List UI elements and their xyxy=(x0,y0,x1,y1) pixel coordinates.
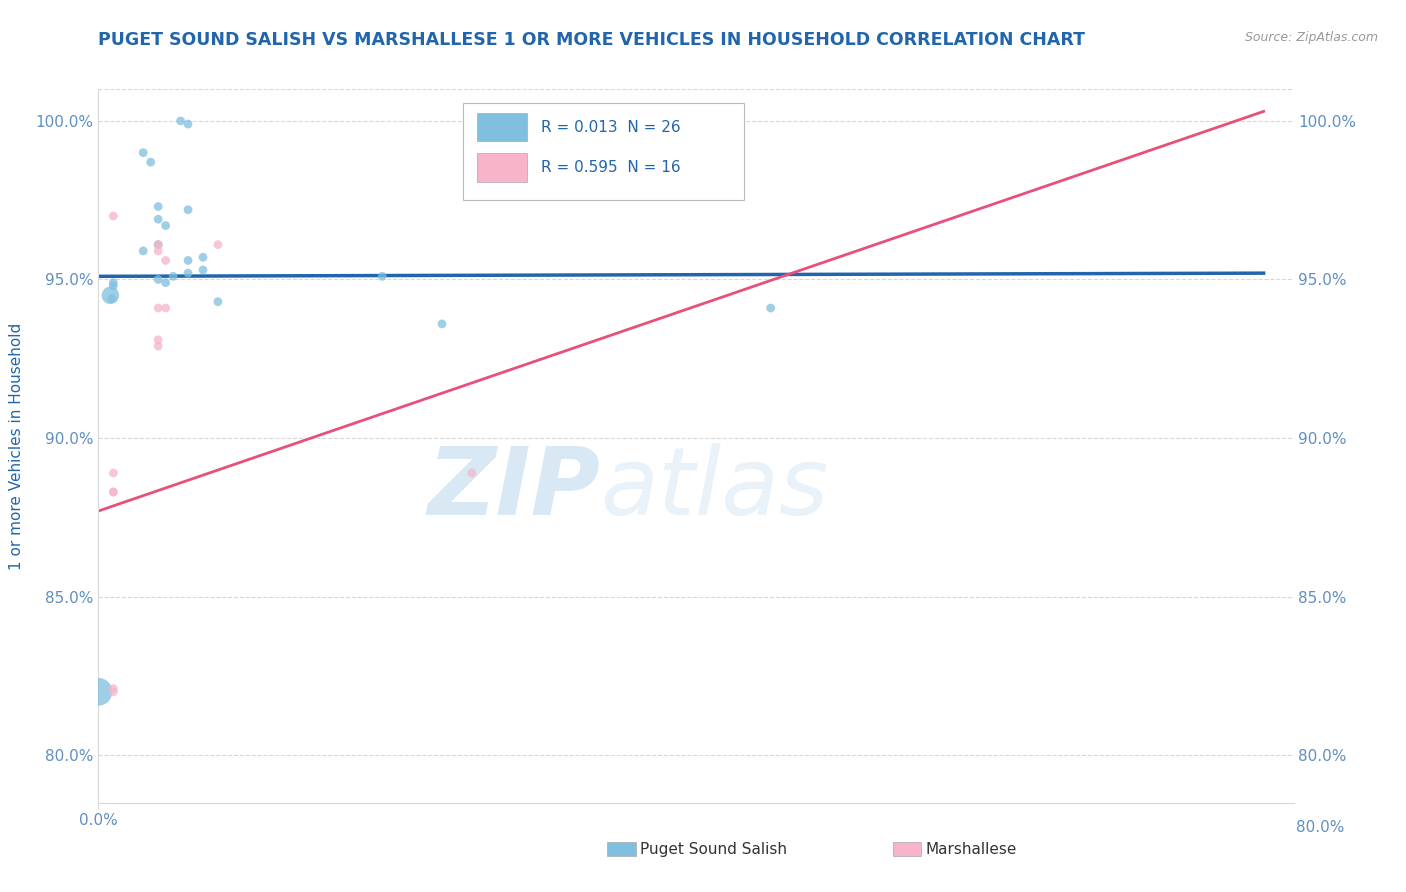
Point xyxy=(207,294,229,309)
Text: R = 0.013  N = 26: R = 0.013 N = 26 xyxy=(540,120,681,135)
Text: R = 0.595  N = 16: R = 0.595 N = 16 xyxy=(540,161,681,175)
Text: 80.0%: 80.0% xyxy=(1296,821,1344,835)
Point xyxy=(139,155,162,169)
Point xyxy=(148,272,170,286)
FancyBboxPatch shape xyxy=(477,153,527,182)
Point xyxy=(155,276,177,290)
Point xyxy=(103,681,125,696)
Point xyxy=(148,301,170,315)
Point xyxy=(177,266,200,280)
FancyBboxPatch shape xyxy=(893,842,921,856)
FancyBboxPatch shape xyxy=(463,103,744,200)
Point xyxy=(461,466,484,480)
Point xyxy=(177,117,200,131)
Point xyxy=(103,466,125,480)
Point xyxy=(430,317,453,331)
FancyBboxPatch shape xyxy=(477,112,527,141)
Point xyxy=(148,200,170,214)
Point xyxy=(103,485,125,500)
Point xyxy=(132,244,155,258)
Text: ZIP: ZIP xyxy=(427,442,600,535)
FancyBboxPatch shape xyxy=(607,842,636,856)
Point xyxy=(207,237,229,252)
Point xyxy=(103,276,125,290)
Point xyxy=(148,244,170,258)
Text: Puget Sound Salish: Puget Sound Salish xyxy=(640,842,787,856)
Point xyxy=(685,114,707,128)
Point xyxy=(132,145,155,160)
Text: PUGET SOUND SALISH VS MARSHALLESE 1 OR MORE VEHICLES IN HOUSEHOLD CORRELATION CH: PUGET SOUND SALISH VS MARSHALLESE 1 OR M… xyxy=(98,31,1085,49)
Point xyxy=(103,209,125,223)
Y-axis label: 1 or more Vehicles in Household: 1 or more Vehicles in Household xyxy=(10,322,24,570)
Point xyxy=(155,301,177,315)
Point xyxy=(148,237,170,252)
Point xyxy=(155,253,177,268)
Text: Source: ZipAtlas.com: Source: ZipAtlas.com xyxy=(1244,31,1378,45)
Point xyxy=(177,253,200,268)
Point xyxy=(177,202,200,217)
Point xyxy=(155,219,177,233)
Point xyxy=(191,263,214,277)
Point xyxy=(103,485,125,500)
Point xyxy=(148,237,170,252)
Point xyxy=(162,269,184,284)
Point xyxy=(148,212,170,227)
Point xyxy=(169,114,191,128)
Point xyxy=(759,301,782,315)
Point xyxy=(87,685,110,699)
Point xyxy=(101,292,124,306)
Point xyxy=(148,339,170,353)
Point xyxy=(148,333,170,347)
Text: Marshallese: Marshallese xyxy=(925,842,1017,856)
Point xyxy=(371,269,394,284)
Point xyxy=(103,685,125,699)
Point xyxy=(103,278,125,293)
Point xyxy=(98,288,122,302)
Text: atlas: atlas xyxy=(600,443,828,534)
Point xyxy=(191,250,214,264)
